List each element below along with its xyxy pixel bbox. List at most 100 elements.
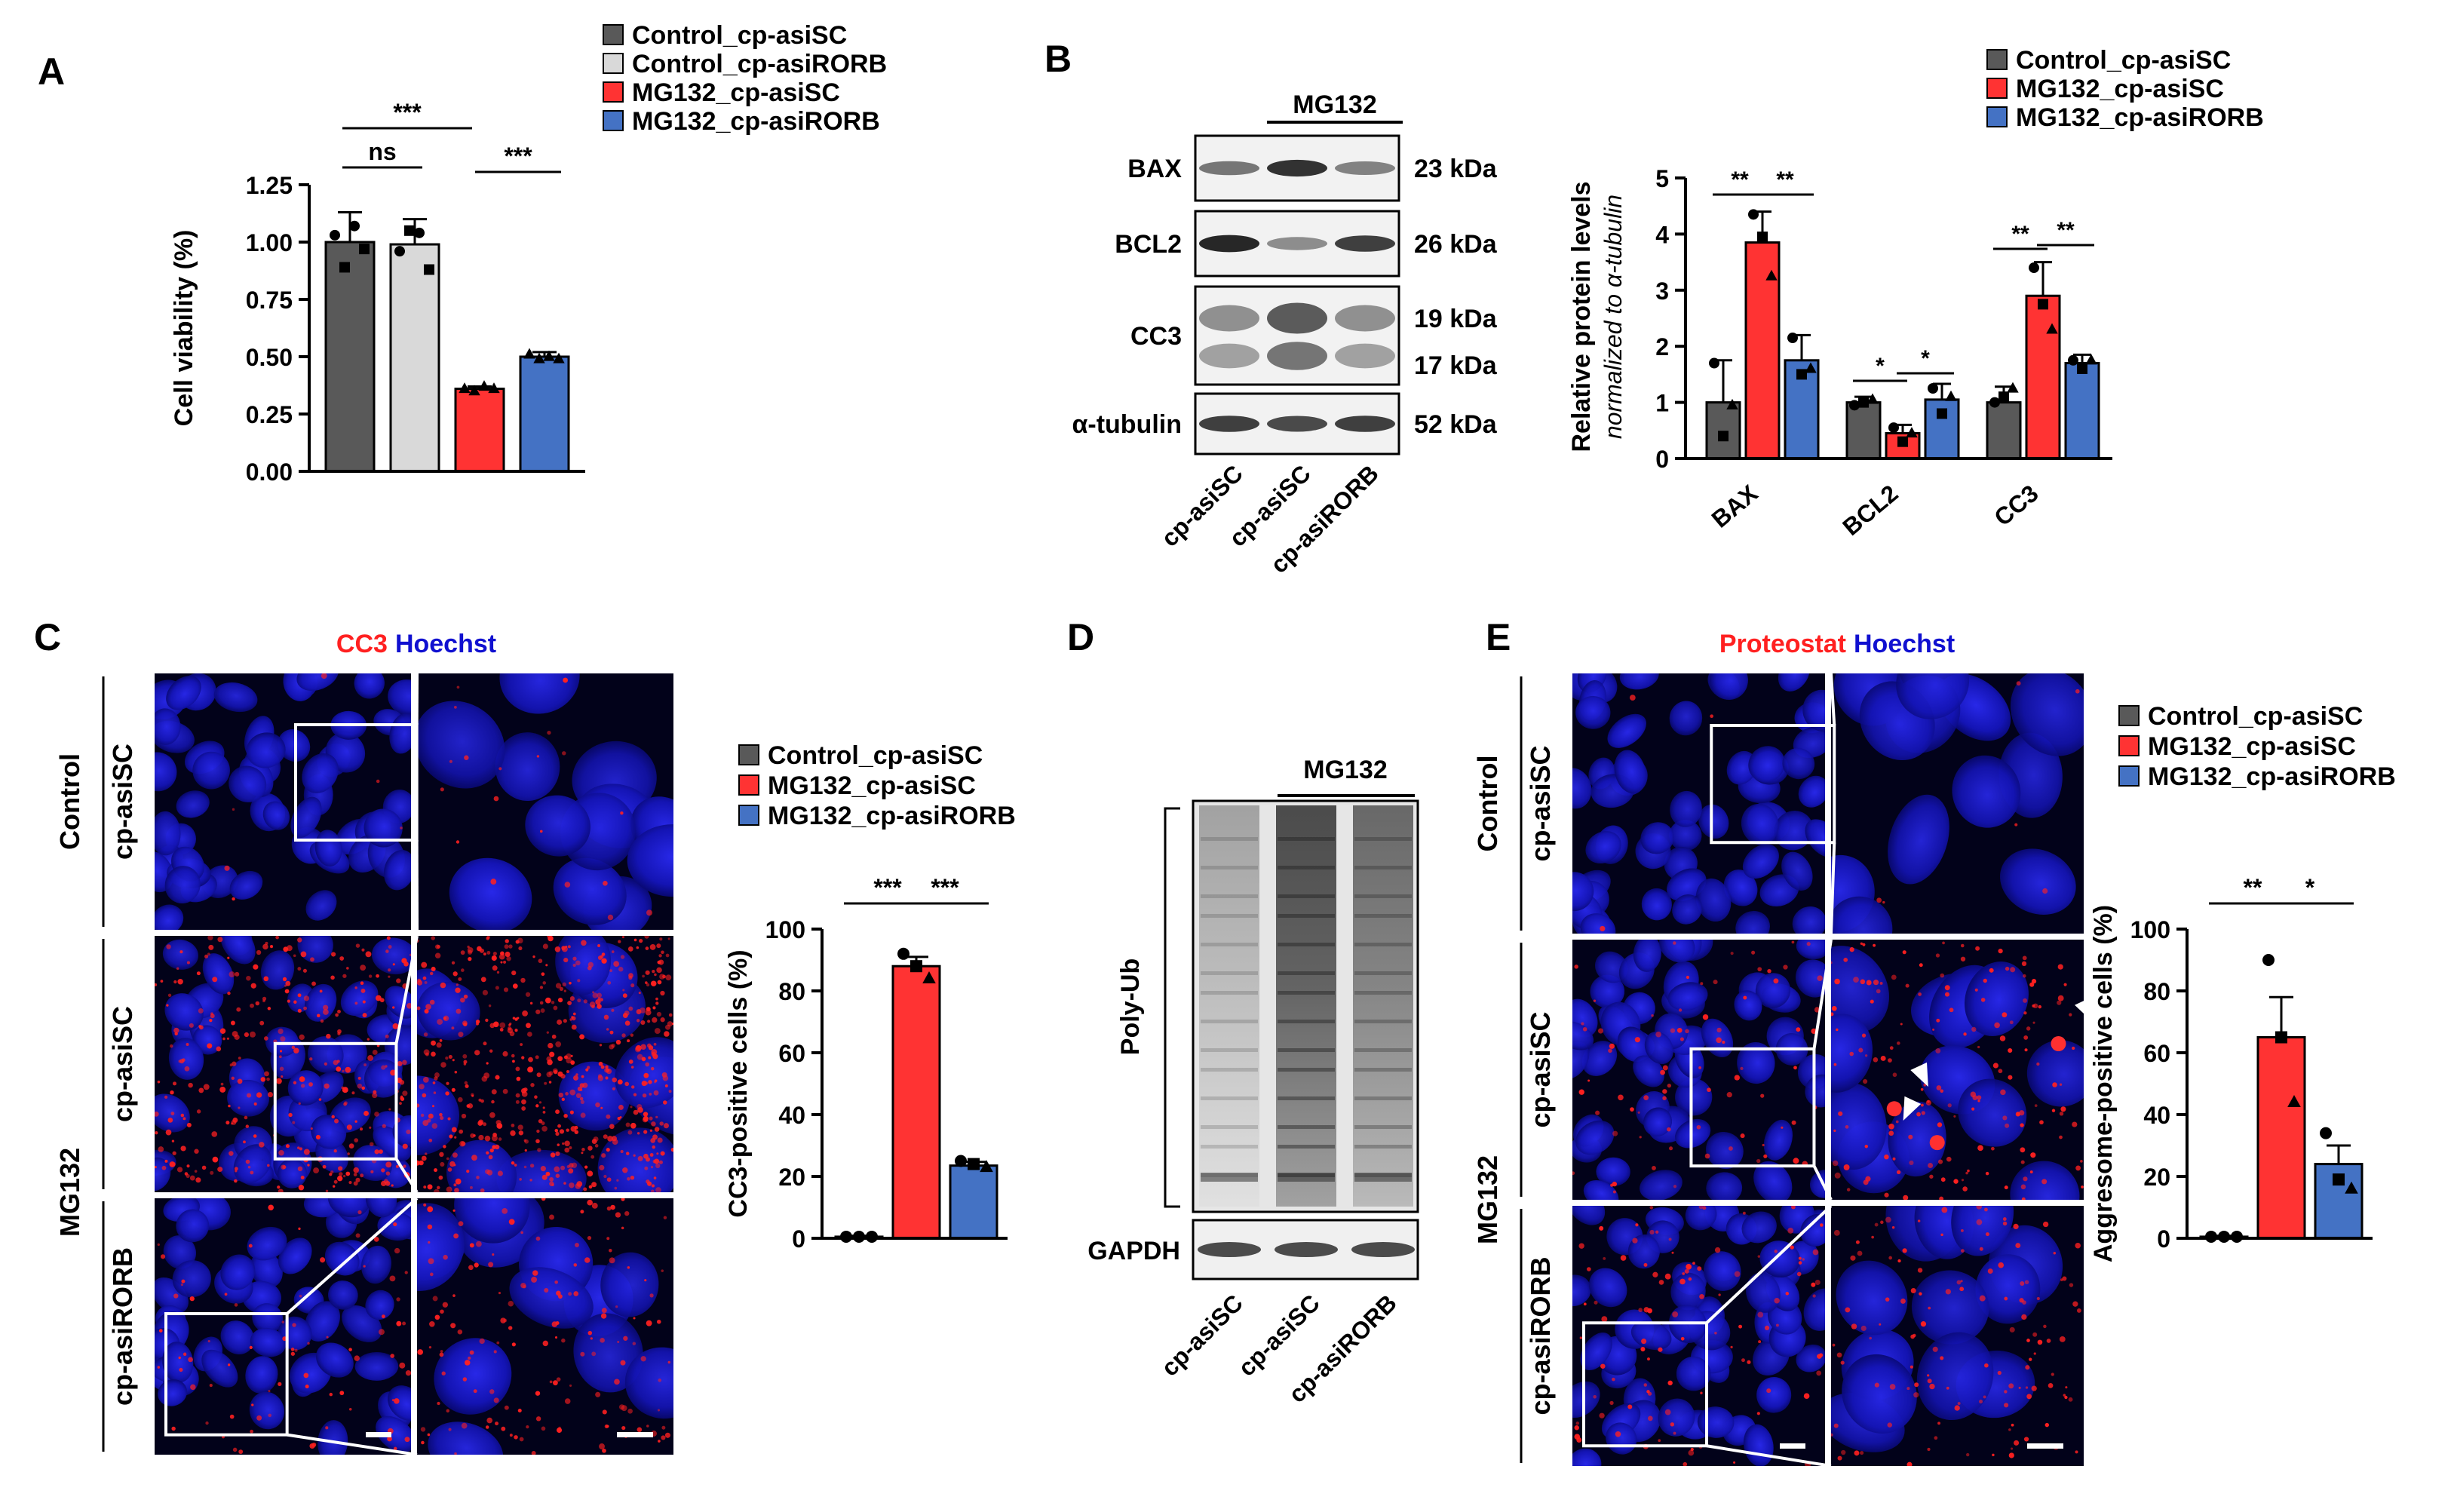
nucleus <box>1619 673 1659 690</box>
stain-dot <box>342 1069 345 1073</box>
stain-dot <box>2051 1372 2054 1376</box>
stain-dot <box>538 1101 542 1104</box>
stain-dot <box>529 1179 532 1182</box>
stain-dot <box>2023 1011 2027 1015</box>
chart-b-point <box>1858 397 1869 408</box>
stain-dot <box>540 1166 546 1172</box>
stain-dot <box>330 975 335 980</box>
stain-dot <box>1587 1079 1590 1082</box>
stain-dot <box>539 1001 544 1005</box>
stain-dot <box>491 1089 497 1095</box>
stain-dot <box>1692 1262 1695 1265</box>
stain-dot <box>321 673 327 679</box>
stain-dot <box>345 1066 351 1073</box>
stain-dot <box>644 1081 649 1085</box>
stain-dot <box>161 1165 167 1170</box>
chart-b-bar-bax-control-cp-asisc <box>1705 401 1741 460</box>
nucleus <box>1580 1332 1612 1371</box>
nucleus <box>1607 713 1646 748</box>
chart-c-point <box>866 1230 878 1243</box>
stain-dot <box>517 937 523 944</box>
stain-dot <box>1934 1436 1938 1440</box>
stain-dot <box>604 1424 609 1429</box>
micro-e-scale-bar <box>2027 1443 2063 1449</box>
stain-dot <box>2068 1397 2073 1402</box>
stain-dot <box>1578 1089 1584 1095</box>
chart-b-point <box>1757 232 1768 243</box>
stain-dot <box>642 1093 647 1098</box>
stain-dot <box>1945 1289 1951 1295</box>
stain-dot <box>2072 1121 2078 1127</box>
blot-d-band <box>1278 1048 1335 1052</box>
stain-dot <box>667 937 670 940</box>
stain-dot <box>297 1166 303 1172</box>
stain-dot <box>576 1181 583 1187</box>
stain-dot <box>404 1271 408 1274</box>
chart-c-bar-mg132-cp-asisc <box>891 965 941 1240</box>
stain-dot <box>493 1397 499 1403</box>
stain-dot <box>564 1398 571 1404</box>
stain-dot <box>599 1164 605 1170</box>
stain-dot <box>483 952 486 956</box>
blot-b-band <box>1335 305 1395 332</box>
micro-e-group-control: Control <box>1472 756 1503 852</box>
stain-dot <box>562 751 566 756</box>
stain-dot <box>1716 1027 1722 1033</box>
stain-dot <box>643 1072 649 1078</box>
stain-dot <box>622 993 627 998</box>
stain-dot <box>164 1095 168 1099</box>
stain-dot <box>585 1068 589 1072</box>
stain-dot <box>2029 1357 2032 1361</box>
stain-dot <box>1928 1306 1931 1310</box>
stain-dot <box>1678 1008 1683 1012</box>
chart-a-point <box>468 385 480 396</box>
stain-dot <box>546 1031 549 1034</box>
stain-dot <box>209 1384 213 1388</box>
micro-c-inset-connector <box>286 1197 419 1315</box>
stain-dot <box>653 1090 659 1096</box>
stain-dot <box>347 1152 350 1155</box>
stain-dot <box>2002 1012 2008 1018</box>
stain-dot <box>497 1170 503 1176</box>
stain-dot <box>324 1062 327 1066</box>
stain-dot <box>427 1118 431 1123</box>
stain-dot <box>1836 1028 1839 1032</box>
nucleus <box>1778 673 1810 692</box>
stain-dot <box>167 1118 173 1123</box>
blot-b-band <box>1335 161 1395 175</box>
stain-dot <box>554 946 561 952</box>
stain-dot <box>656 967 662 974</box>
stain-dot <box>646 1157 650 1162</box>
stain-dot <box>583 1187 587 1192</box>
stain-dot <box>2064 1395 2068 1400</box>
stain-dot <box>599 1443 605 1449</box>
nucleus <box>1674 1118 1711 1149</box>
chart-c-y-tick-label: 0 <box>792 1225 805 1253</box>
chart-b-point <box>1928 383 1938 394</box>
stain-dot <box>1976 1206 1982 1210</box>
chart-a-sig-1-label: *** <box>393 99 422 126</box>
stain-dot <box>284 989 290 994</box>
blot-d-band <box>1354 894 1412 898</box>
stain-dot <box>396 1297 400 1302</box>
stain-dot <box>2059 1083 2063 1086</box>
stain-dot <box>1967 1169 1970 1173</box>
stain-dot <box>1927 1374 1930 1377</box>
stain-dot <box>499 1027 504 1032</box>
stain-dot <box>2026 1026 2031 1031</box>
stain-dot <box>649 1116 653 1121</box>
nucleus <box>316 1342 354 1378</box>
stain-dot <box>1857 1250 1863 1256</box>
stain-dot <box>1767 969 1771 974</box>
stain-dot <box>189 1023 194 1028</box>
stain-dot <box>385 1034 389 1038</box>
stain-dot <box>541 1121 545 1125</box>
stain-dot <box>457 1329 463 1335</box>
stain-dot <box>1879 1323 1882 1326</box>
stain-dot <box>262 943 268 950</box>
chart-b-point <box>1867 393 1879 404</box>
nucleus <box>1831 946 1889 1034</box>
nucleus <box>1755 973 1791 1008</box>
stain-dot <box>575 1073 578 1076</box>
stain-dot <box>2065 1386 2068 1389</box>
